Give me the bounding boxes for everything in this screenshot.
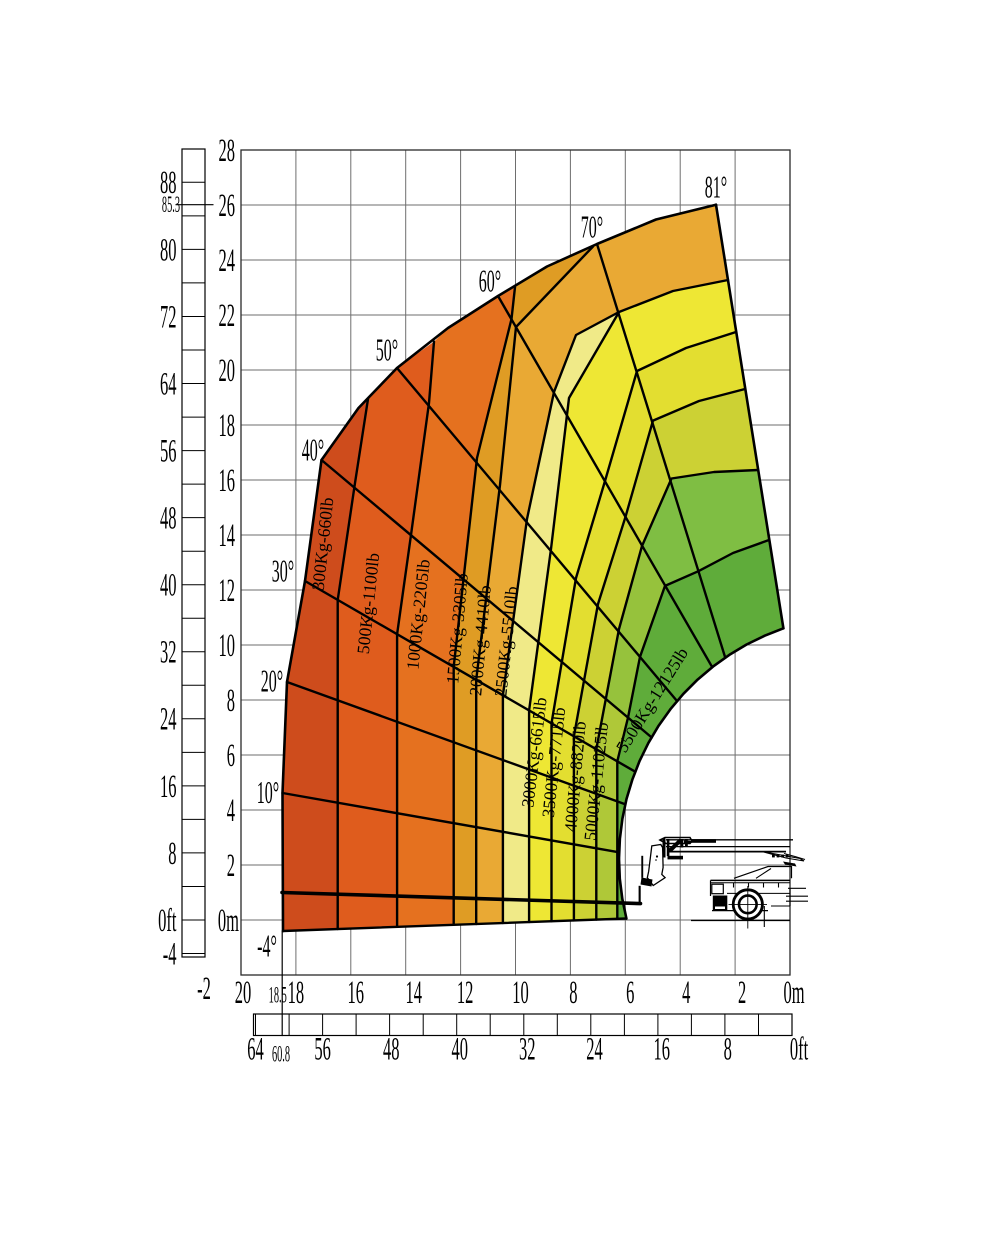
svg-text:26: 26 bbox=[219, 187, 235, 224]
svg-text:18: 18 bbox=[288, 974, 304, 1011]
svg-text:14: 14 bbox=[219, 517, 235, 554]
svg-text:64: 64 bbox=[247, 1030, 263, 1067]
svg-text:32: 32 bbox=[160, 634, 176, 671]
svg-text:8: 8 bbox=[724, 1030, 732, 1067]
svg-text:14: 14 bbox=[405, 974, 421, 1011]
svg-text:10°: 10° bbox=[257, 775, 279, 810]
svg-text:70°: 70° bbox=[581, 210, 603, 245]
svg-text:60°: 60° bbox=[479, 264, 501, 299]
svg-text:32: 32 bbox=[519, 1030, 535, 1067]
svg-text:10: 10 bbox=[219, 627, 235, 664]
svg-text:16: 16 bbox=[348, 974, 364, 1011]
svg-text:64: 64 bbox=[160, 365, 176, 402]
svg-text:22: 22 bbox=[219, 297, 235, 334]
svg-text:18.5: 18.5 bbox=[269, 982, 287, 1008]
svg-text:20°: 20° bbox=[261, 664, 283, 699]
svg-text:6: 6 bbox=[626, 974, 634, 1011]
svg-text:60.8: 60.8 bbox=[272, 1041, 290, 1067]
svg-text:6: 6 bbox=[227, 737, 235, 774]
svg-text:24: 24 bbox=[219, 242, 235, 279]
svg-text:24: 24 bbox=[160, 701, 176, 738]
svg-text:16: 16 bbox=[219, 462, 235, 499]
svg-text:0m: 0m bbox=[218, 902, 239, 939]
svg-text:0m: 0m bbox=[783, 974, 804, 1011]
svg-text:40: 40 bbox=[160, 567, 176, 604]
svg-text:48: 48 bbox=[160, 499, 176, 536]
svg-text:81°: 81° bbox=[705, 170, 727, 205]
svg-text:0ft: 0ft bbox=[790, 1030, 809, 1067]
svg-text:72: 72 bbox=[160, 298, 176, 335]
svg-text:10: 10 bbox=[512, 974, 528, 1011]
svg-text:56: 56 bbox=[160, 432, 176, 469]
svg-text:30°: 30° bbox=[272, 554, 294, 589]
svg-text:2: 2 bbox=[227, 847, 235, 884]
svg-text:8: 8 bbox=[227, 682, 235, 719]
svg-text:16: 16 bbox=[160, 768, 176, 805]
svg-text:8: 8 bbox=[168, 835, 176, 872]
svg-text:28: 28 bbox=[219, 132, 235, 169]
svg-text:56: 56 bbox=[314, 1030, 330, 1067]
svg-text:18: 18 bbox=[219, 407, 235, 444]
svg-text:12: 12 bbox=[457, 974, 473, 1011]
svg-text:40°: 40° bbox=[302, 433, 324, 468]
svg-text:20: 20 bbox=[219, 352, 235, 389]
svg-text:-4°: -4° bbox=[257, 929, 277, 964]
svg-text:12: 12 bbox=[219, 572, 235, 609]
svg-text:80: 80 bbox=[160, 231, 176, 268]
svg-text:20: 20 bbox=[235, 974, 251, 1011]
svg-text:-2: -2 bbox=[197, 970, 211, 1007]
svg-text:8: 8 bbox=[569, 974, 577, 1011]
svg-text:40: 40 bbox=[451, 1030, 467, 1067]
svg-text:85.3: 85.3 bbox=[162, 192, 180, 218]
svg-text:2: 2 bbox=[738, 974, 746, 1011]
svg-text:0ft: 0ft bbox=[158, 902, 177, 939]
svg-text:88: 88 bbox=[160, 164, 176, 201]
svg-text:-4: -4 bbox=[163, 935, 177, 972]
svg-text:50°: 50° bbox=[376, 333, 398, 368]
svg-text:24: 24 bbox=[586, 1030, 602, 1067]
svg-text:4: 4 bbox=[227, 792, 235, 829]
svg-text:4: 4 bbox=[682, 974, 690, 1011]
svg-text:48: 48 bbox=[383, 1030, 399, 1067]
svg-text:16: 16 bbox=[654, 1030, 670, 1067]
